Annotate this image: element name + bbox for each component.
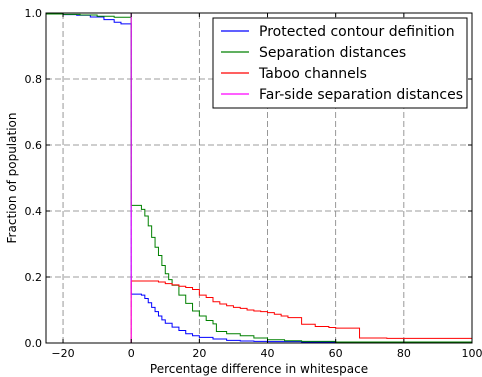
x-tick-label: 80 (397, 347, 411, 360)
legend-label: Protected contour definition (259, 24, 455, 40)
y-axis-label: Fraction of population (5, 113, 19, 244)
legend-box (212, 17, 468, 109)
y-tick-label: 0.8 (25, 73, 43, 86)
series-line-3 (130, 280, 473, 343)
x-tick-label: −20 (51, 347, 74, 360)
plot-frame (45, 12, 473, 344)
legend-label: Separation distances (259, 45, 406, 61)
x-tick-label: 20 (192, 347, 206, 360)
x-tick-label: 0 (128, 347, 135, 360)
y-tick-label: 0.2 (25, 271, 43, 284)
y-tick-label: 0.4 (25, 205, 43, 218)
x-tick-label: 40 (261, 347, 275, 360)
tick-labels: −20 0 20 40 60 80 100 0.0 0.2 0.4 0.6 0.8 1.0 (25, 7, 482, 360)
legend-label: Taboo channels (258, 66, 367, 82)
y-tick-label: 0.6 (25, 139, 43, 152)
x-tick-label: 100 (462, 347, 482, 360)
x-tick-label: 60 (329, 347, 343, 360)
y-tick-label: 0.0 (25, 337, 43, 350)
ticks (46, 12, 473, 344)
y-tick-label: 1.0 (25, 7, 43, 20)
series-line-1 (46, 13, 472, 343)
legend: Protected contour definition Separation d… (212, 17, 468, 109)
x-axis-label: Percentage difference in whitespace (150, 362, 368, 376)
legend-label: Far-side separation distances (259, 87, 463, 103)
